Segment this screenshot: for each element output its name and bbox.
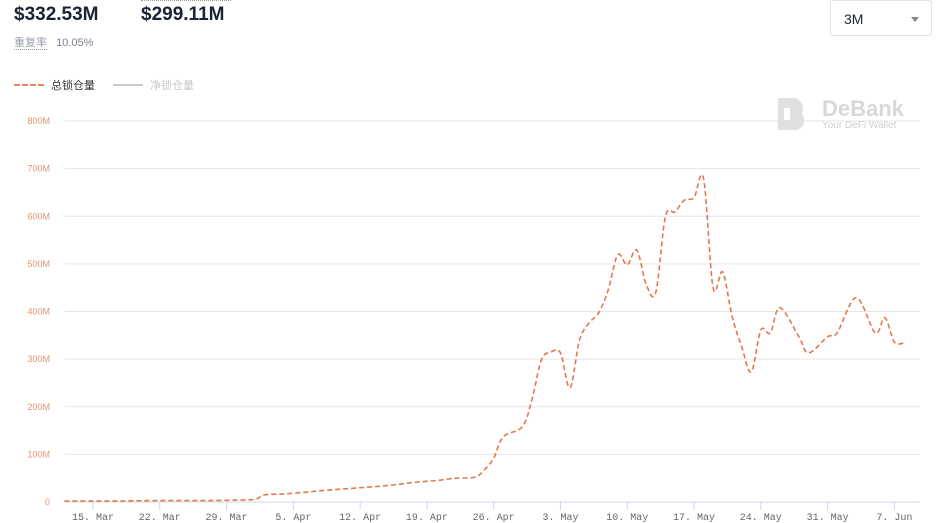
x-tick-label: 12. Apr (339, 513, 381, 523)
overlap-rate-value: 10.05% (56, 37, 94, 49)
x-tick-label: 5. Apr (275, 513, 311, 523)
y-tick-label: 700M (27, 164, 50, 174)
overlap-rate: 重复率 10.05% (14, 34, 93, 50)
x-tick-label: 22. Mar (139, 513, 181, 523)
debank-logo-icon (778, 98, 805, 130)
overlap-rate-label[interactable]: 重复率 (14, 37, 47, 50)
legend-label: 总锁仓量 (51, 80, 95, 92)
caret-down-icon (911, 17, 919, 22)
y-tick-label: 800M (27, 116, 50, 126)
x-tick-label: 19. Apr (406, 513, 448, 523)
x-tick-label: 3. May (542, 513, 578, 523)
legend-item-net-locked[interactable]: 净锁仓量 (113, 77, 194, 93)
range-select-value: 3M (844, 11, 864, 27)
y-tick-label: 300M (27, 354, 50, 364)
total-locked-value: $332.53M (14, 4, 99, 25)
debank-tagline: Your DeFi Wallet (822, 120, 897, 131)
legend-item-total-locked[interactable]: 总锁仓量 (14, 77, 95, 93)
x-tick-label: 24. May (740, 513, 782, 523)
legend-swatch-dashed (14, 84, 44, 86)
y-tick-label: 200M (27, 402, 50, 412)
y-tick-label: 100M (27, 449, 50, 459)
legend-label: 净锁仓量 (150, 80, 194, 92)
x-tick-label: 17. May (673, 513, 715, 523)
x-tick-label: 31. May (807, 513, 849, 523)
y-tick-label: 600M (27, 211, 50, 221)
y-tick-label: 500M (27, 259, 50, 269)
y-tick-label: 0 (45, 497, 50, 507)
chart-legend: 总锁仓量 净锁仓量 (14, 77, 212, 93)
net-locked-value: $299.11M (141, 4, 225, 25)
debank-watermark: DeBank Your DeFi Wallet (776, 96, 904, 137)
divider (141, 0, 231, 1)
x-tick-label: 7. Jun (876, 513, 912, 523)
debank-name: DeBank (822, 96, 904, 121)
series-line-total-locked (64, 173, 904, 502)
range-select[interactable]: 3M (830, 0, 932, 36)
x-tick-label: 26. Apr (473, 513, 515, 523)
y-tick-label: 400M (27, 307, 50, 317)
x-tick-label: 29. Mar (206, 513, 248, 523)
x-tick-label: 15. Mar (72, 513, 114, 523)
legend-swatch-solid (113, 84, 143, 86)
x-tick-label: 10. May (606, 513, 648, 523)
